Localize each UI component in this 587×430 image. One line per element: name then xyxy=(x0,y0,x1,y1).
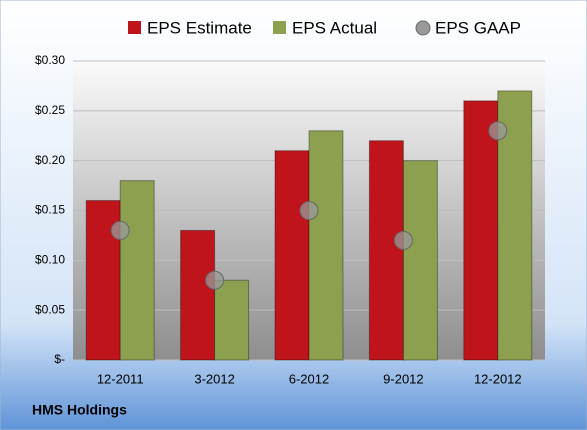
bar xyxy=(368,140,404,361)
legend-marker xyxy=(273,21,286,34)
marker xyxy=(205,270,225,290)
bar xyxy=(463,100,499,361)
x-tick-label: 6-2012 xyxy=(289,371,329,386)
x-tick-label: 12-2011 xyxy=(97,371,144,386)
legend-label: EPS Actual xyxy=(292,18,377,37)
x-tick-label: 3-2012 xyxy=(194,371,234,386)
bar xyxy=(119,180,155,361)
bar xyxy=(180,229,216,361)
y-tick-label: $- xyxy=(54,352,65,366)
x-tick-label: 12-2012 xyxy=(474,371,522,386)
y-tick-label: $0.15 xyxy=(35,203,65,217)
caption: HMS Holdings xyxy=(32,402,127,418)
marker xyxy=(110,220,130,240)
x-tick-label: 9-2012 xyxy=(383,371,423,386)
y-tick-label: $0.30 xyxy=(35,53,65,67)
marker xyxy=(488,121,508,141)
legend-label: EPS Estimate xyxy=(147,18,252,37)
y-tick-label: $0.05 xyxy=(35,302,65,316)
legend-label: EPS GAAP xyxy=(435,18,521,37)
marker xyxy=(299,201,319,220)
bar xyxy=(402,160,438,361)
bar xyxy=(274,150,310,361)
y-tick-label: $0.10 xyxy=(35,253,65,267)
bar xyxy=(214,279,250,361)
marker xyxy=(393,230,413,250)
y-tick-label: $0.25 xyxy=(35,103,65,117)
y-tick-label: $0.20 xyxy=(35,153,65,167)
legend-marker xyxy=(128,21,141,34)
bar xyxy=(308,130,344,361)
legend-marker xyxy=(415,20,431,36)
